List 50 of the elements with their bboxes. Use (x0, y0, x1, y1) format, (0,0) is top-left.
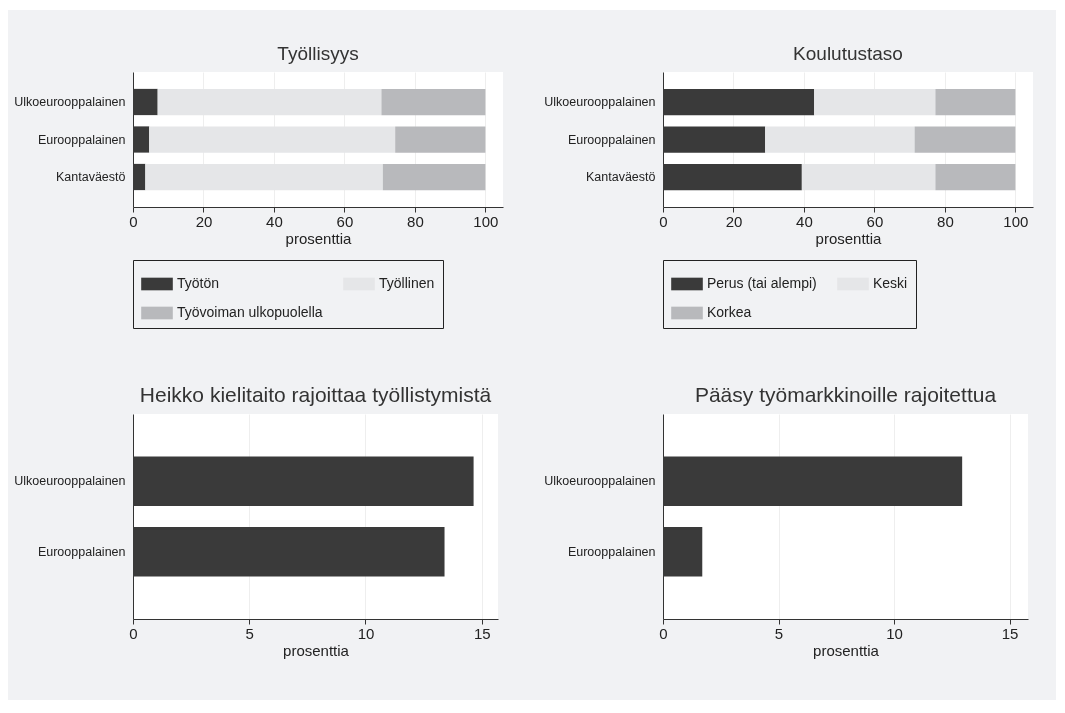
x-tick-label: 10 (886, 624, 903, 642)
legend-label: Korkea (707, 304, 752, 320)
legend-label: Työtön (177, 275, 220, 291)
x-tick-label: 0 (659, 624, 668, 642)
x-axis-title: prosenttia (813, 641, 880, 659)
x-axis-title: prosenttia (285, 229, 353, 247)
y-tick-label: Eurooppalainen (37, 132, 126, 147)
bar (395, 126, 486, 153)
legend-label: Työllinen (379, 275, 435, 291)
y-tick-label: Eurooppalainen (37, 544, 126, 559)
x-tick-label: 80 (937, 212, 954, 230)
bar (935, 88, 1016, 116)
y-tick-label: Ulkoeurooppalainen (544, 474, 656, 489)
chart-title: Heikko kielitaito rajoittaa työllistymistä (139, 383, 492, 406)
x-tick-label: 15 (1001, 624, 1019, 642)
x-axis-title: prosenttia (815, 229, 883, 247)
y-tick-label: Kantaväestö (56, 170, 126, 184)
y-tick-label: Ulkoeurooppalainen (544, 95, 656, 109)
x-axis-title: prosenttia (283, 641, 350, 659)
x-tick-label: 0 (129, 624, 138, 642)
x-tick-label: 15 (473, 624, 491, 642)
legend-label: Perus (tai alempi) (707, 275, 817, 291)
legend-label: Keski (873, 275, 908, 291)
y-tick-label: Eurooppalainen (567, 544, 656, 559)
x-tick-label: 40 (796, 212, 813, 230)
x-tick-label: 40 (266, 212, 283, 230)
chart-title: Koulutustaso (793, 43, 903, 64)
x-tick-label: 60 (866, 212, 884, 230)
legend-label: Työvoiman ulkopuolella (177, 304, 323, 320)
y-tick-label: Ulkoeurooppalainen (14, 474, 126, 489)
x-tick-label: 80 (407, 212, 424, 230)
x-tick-label: 10 (357, 624, 375, 642)
bar (381, 88, 486, 116)
x-tick-label: 20 (195, 212, 213, 230)
x-tick-label: 60 (336, 212, 354, 230)
bar (382, 163, 486, 191)
chart-title: Työllisyys (277, 43, 359, 64)
x-tick-label: 5 (245, 624, 254, 642)
y-tick-label: Eurooppalainen (567, 132, 656, 147)
x-tick-label: 0 (659, 212, 668, 230)
x-tick-label: 20 (725, 212, 743, 230)
chart-title: Pääsy työmarkkinoille rajoitettua (694, 383, 997, 406)
x-tick-label: 5 (774, 624, 784, 642)
x-tick-label: 0 (129, 212, 138, 230)
x-tick-label: 100 (473, 212, 499, 230)
y-tick-label: Ulkoeurooppalainen (14, 95, 126, 109)
bar (935, 163, 1016, 191)
x-tick-label: 100 (1003, 212, 1029, 230)
y-tick-label: Kantaväestö (586, 170, 656, 184)
bar (914, 126, 1016, 153)
